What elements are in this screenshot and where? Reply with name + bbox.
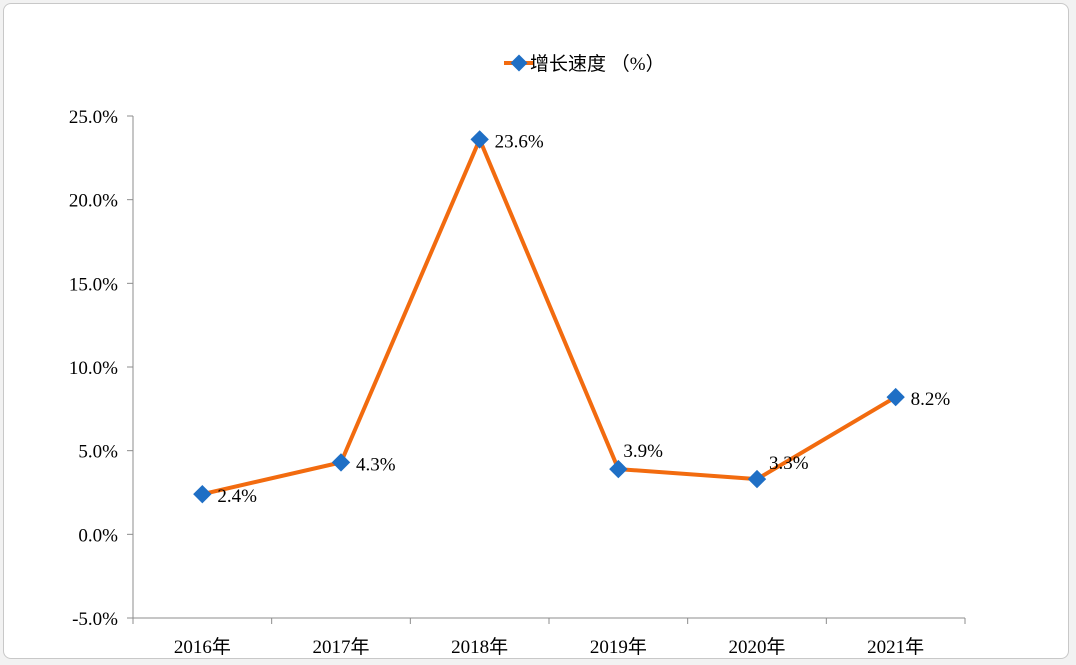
data-point-marker (747, 469, 767, 489)
data-point-marker (193, 484, 212, 504)
data-label: 3.9% (623, 441, 663, 462)
data-point-marker (470, 130, 489, 149)
y-tick-label: 20.0% (69, 191, 118, 212)
y-tick-label: 10.0% (69, 358, 118, 379)
y-tick-label: 0.0% (78, 525, 118, 546)
y-tick-label: 25.0% (69, 107, 118, 128)
data-label: 4.3% (356, 454, 396, 475)
data-point-marker (886, 387, 905, 407)
x-tick-label: 2019年 (590, 636, 647, 658)
y-tick-label: 15.0% (69, 274, 118, 295)
y-tick-label: -5.0% (72, 609, 118, 630)
x-tick-label: 2020年 (728, 636, 785, 658)
chart-frame: 增长速度 （%） 25.0% 20.0% 15.0% 10.0% 5.0% 0.0% -5.… (3, 3, 1069, 659)
axes (127, 115, 966, 624)
line-chart: 增长速度 （%） 25.0% 20.0% 15.0% 10.0% 5.0% 0.0% -5.… (69, 53, 966, 658)
data-label: 8.2% (911, 389, 951, 410)
data-point-marker (331, 453, 351, 472)
x-tick-label: 2016年 (174, 636, 231, 658)
x-axis-tick-labels: 2016年 2017年 2018年 2019年 2020年 2021年 (174, 636, 924, 658)
data-labels: 2.4% 4.3% 23.6% 3.9% 3.3% 8.2% (217, 131, 950, 507)
y-tick-label: 5.0% (78, 442, 118, 463)
data-label: 2.4% (217, 486, 257, 507)
x-tick-label: 2017年 (312, 636, 369, 658)
x-tick-label: 2021年 (867, 636, 924, 658)
data-label: 23.6% (495, 131, 544, 152)
legend-marker-swatch (510, 54, 528, 72)
legend: 增长速度 （%） (504, 53, 665, 75)
legend-entry: 增长速度 （%） (530, 53, 665, 75)
series-line-group (193, 130, 905, 504)
data-point-marker (609, 459, 628, 479)
data-label: 3.3% (769, 453, 809, 474)
y-axis-tick-labels: 25.0% 20.0% 15.0% 10.0% 5.0% 0.0% -5.0% (69, 107, 118, 630)
x-tick-label: 2018年 (451, 636, 508, 658)
series-line (201, 137, 897, 497)
